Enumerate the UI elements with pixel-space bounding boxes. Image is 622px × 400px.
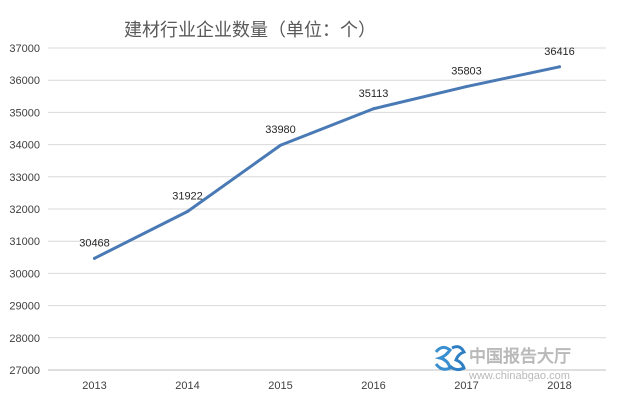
y-tick-label: 29000 <box>9 301 40 313</box>
data-labels: 30468 31922 33980 35113 35803 36416 <box>79 46 575 250</box>
watermark: 中国报告大厅 www.chinabgao.com <box>434 345 571 382</box>
watermark-text: 中国报告大厅 <box>469 346 571 367</box>
data-point <box>279 143 282 147</box>
series-line <box>93 65 561 260</box>
y-tick-label: 36000 <box>9 75 40 87</box>
series-polyline <box>93 65 561 260</box>
x-tick-label: 2015 <box>268 380 292 392</box>
y-tick-label: 30000 <box>9 268 40 280</box>
x-axis: 2013 2014 2015 2016 2017 2018 <box>48 369 606 392</box>
x-tick-label: 2016 <box>361 380 385 392</box>
watermark-logo-icon <box>434 345 467 372</box>
data-label: 30468 <box>79 237 110 249</box>
y-tick-label: 33000 <box>9 172 40 184</box>
data-point <box>465 85 468 89</box>
y-tick-label: 34000 <box>9 140 40 152</box>
y-tick-label: 27000 <box>9 365 40 377</box>
data-label: 36416 <box>544 46 575 58</box>
x-tick-label: 2014 <box>175 380 199 392</box>
data-label: 35803 <box>451 66 482 78</box>
y-tick-label: 28000 <box>9 333 40 345</box>
chart-title: 建材行业企业数量（单位：个） <box>124 20 376 41</box>
y-tick-label: 37000 <box>9 43 40 55</box>
y-tick-label: 32000 <box>9 204 40 216</box>
data-point <box>372 107 375 111</box>
y-tick-label: 35000 <box>9 107 40 119</box>
y-tick-label: 31000 <box>9 236 40 248</box>
x-tick-label: 2018 <box>547 380 571 392</box>
x-tick-label: 2017 <box>454 380 478 392</box>
data-label: 31922 <box>172 191 203 203</box>
data-point <box>186 210 189 214</box>
data-label: 35113 <box>359 88 389 100</box>
y-axis: 27000 28000 29000 30000 31000 32000 33000 34000… <box>9 43 40 377</box>
data-label: 33980 <box>265 124 296 136</box>
watermark-url: www.chinabgao.com <box>468 370 570 382</box>
data-point <box>93 256 96 260</box>
data-point <box>558 65 561 69</box>
gridlines <box>48 47 606 371</box>
x-tick-label: 2013 <box>82 380 106 392</box>
